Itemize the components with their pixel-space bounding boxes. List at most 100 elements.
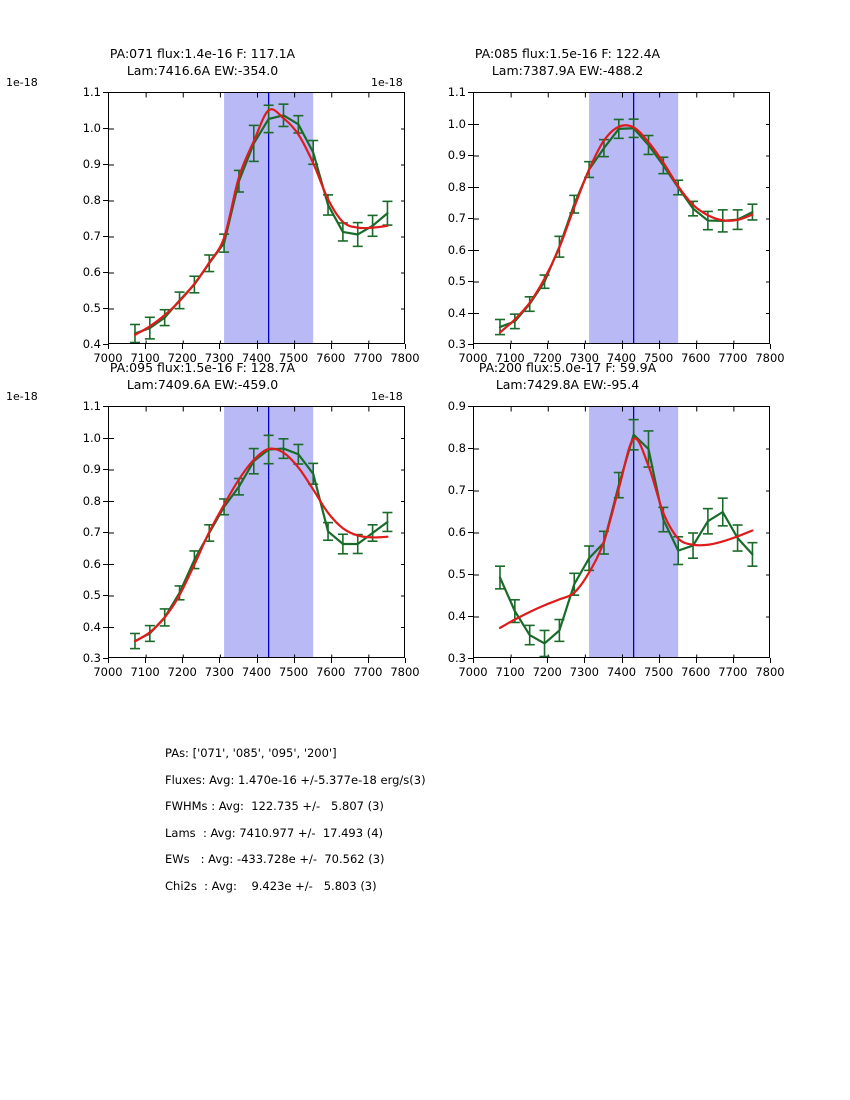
panel-pa-085-ytick-3 [468, 249, 473, 251]
panel-pa-200-title-line2: Lam:7429.8A EW:-95.4 [495, 376, 640, 392]
panel-pa-085-xtick-label-7: 7700 [718, 351, 748, 365]
panel-pa-095-xtick-1 [145, 658, 147, 663]
panel-pa-085-ytick-8 [468, 92, 473, 93]
panel-pa-095-ytick-4 [103, 532, 108, 533]
panel-pa-095-ytick-label-4: 0.7 [82, 525, 101, 539]
panel-pa-200-xtick-label-3: 7300 [569, 665, 600, 679]
panel-pa-085-xtick-label-8: 7800 [755, 351, 785, 365]
panel-pa-200-xtick-label-7: 7700 [718, 665, 748, 679]
panel-pa-095-ytick-label-8: 1.1 [82, 399, 101, 413]
panel-pa-071-title: PA:071 flux:1.4e-16 F: 117.1A Lam:7416.6A… [0, 46, 405, 79]
panel-pa-200-ytick-label-1: 0.4 [447, 609, 466, 623]
panel-pa-085-inner-ticks [474, 93, 769, 343]
panel-pa-095: PA:095 flux:1.5e-16 F: 128.7A Lam:7409.6A… [0, 360, 420, 712]
panel-pa-071-title-line2: Lam:7416.6A EW:-354.0 [126, 62, 279, 78]
panel-pa-200-xtick-label-4: 7400 [606, 665, 637, 679]
panel-pa-085-ytick-4 [468, 218, 473, 219]
panel-pa-071-ytick-label-4: 0.8 [82, 193, 101, 207]
panel-pa-071-xtick-5 [293, 344, 295, 349]
panel-pa-071: PA:071 flux:1.4e-16 F: 117.1A Lam:7416.6A… [0, 46, 420, 398]
panel-pa-085-ytick-label-6: 0.9 [447, 148, 466, 162]
panel-pa-085-ytick-label-0: 0.3 [447, 337, 466, 351]
panel-pa-095-ytick-label-1: 0.4 [82, 619, 101, 634]
panel-pa-200-ytick-label-4: 0.7 [447, 483, 466, 497]
panel-pa-071-xtick-0 [108, 344, 109, 349]
panel-pa-200-xtick-5 [658, 658, 660, 663]
panel-pa-071-ytick-5 [103, 164, 108, 165]
panel-pa-085-title-line1: PA:085 flux:1.5e-16 F: 122.4A [474, 46, 661, 61]
panel-pa-071-xtick-3 [219, 344, 221, 349]
panel-pa-071-xtick-label-4: 7400 [241, 351, 272, 365]
panel-pa-071-xtick-1 [145, 344, 147, 349]
panel-pa-200-plot-area [473, 406, 770, 658]
panel-pa-085-series-layer [474, 93, 769, 343]
summary-line-4: EWs : Avg: -433.728e +/- 70.562 (3) [165, 852, 385, 866]
panel-pa-071-y-exponent: 1e-18 [6, 76, 38, 89]
panel-pa-071-xtick-label-7: 7700 [353, 351, 383, 365]
panel-pa-200-xtick-6 [695, 658, 697, 663]
panel-pa-095-ytick-label-3: 0.6 [82, 556, 101, 571]
panel-pa-071-inner-ticks [109, 93, 404, 343]
panel-pa-071-xtick-label-1: 7100 [130, 351, 160, 365]
panel-pa-071-ytick-3 [103, 236, 108, 237]
panel-pa-071-xtick-6 [330, 344, 332, 349]
panel-pa-200-ytick-label-5: 0.8 [447, 441, 466, 455]
summary-line-5: Chi2s : Avg: 9.423e +/- 5.803 (3) [165, 878, 377, 893]
panel-pa-085-data-curve [498, 127, 754, 329]
panel-pa-085: PA:085 flux:1.5e-16 F: 122.4A Lam:7387.9A… [365, 46, 785, 398]
panel-pa-085-xtick-label-5: 7500 [643, 351, 674, 365]
panel-pa-095-xtick-3 [219, 658, 221, 663]
panel-pa-200-xtick-label-5: 7500 [643, 665, 674, 679]
panel-pa-085-xtick-3 [584, 344, 586, 349]
panel-pa-095-ytick-label-6: 0.9 [82, 462, 101, 476]
panel-pa-071-fit-curve [133, 108, 389, 337]
panel-pa-071-ytick-label-0: 0.4 [82, 337, 101, 351]
panel-pa-200-title: PA:200 flux:5.0e-17 F: 59.9A Lam:7429.8A … [365, 360, 770, 393]
panel-pa-085-ytick-label-7: 1.0 [447, 116, 466, 131]
panel-pa-085-title: PA:085 flux:1.5e-16 F: 122.4A Lam:7387.9A… [365, 46, 770, 79]
panel-pa-095-xtick-label-1: 7100 [130, 665, 160, 679]
panel-pa-071-ytick-1 [103, 308, 108, 309]
panel-pa-095-y-exponent: 1e-18 [6, 390, 38, 403]
panel-pa-071-xtick-label-8: 7800 [390, 351, 420, 365]
panel-pa-071-xtick-4 [256, 344, 258, 349]
panel-pa-200-ytick-label-6: 0.9 [447, 399, 466, 413]
panel-pa-071-plot-area [108, 92, 405, 344]
summary-line-3: Lams : Avg: 7410.977 +/- 17.493 (4) [165, 825, 384, 840]
panel-pa-085-y-exponent: 1e-18 [371, 76, 403, 89]
panel-pa-200-ytick-2 [468, 574, 473, 575]
panel-pa-200-xtick-label-1: 7100 [495, 665, 525, 679]
panel-pa-200-ytick-label-3: 0.6 [447, 525, 466, 539]
panel-pa-095-ytick-5 [103, 500, 108, 502]
panel-pa-095-xtick-4 [256, 658, 258, 663]
panel-pa-095-ytick-8 [103, 406, 108, 407]
panel-pa-200-inner-ticks [474, 407, 769, 657]
panel-pa-200-xtick-3 [584, 658, 586, 663]
panel-pa-095-xtick-label-8: 7800 [390, 665, 420, 679]
panel-pa-085-ytick-6 [468, 155, 473, 156]
panel-pa-095-title-line2: Lam:7409.6A EW:-459.0 [126, 376, 279, 392]
panel-pa-095-title-line1: PA:095 flux:1.5e-16 F: 128.7A [109, 360, 296, 375]
summary-line-1: Fluxes: Avg: 1.470e-16 +/-5.377e-18 erg/… [165, 772, 426, 787]
panel-pa-095-xtick-label-7: 7700 [353, 665, 383, 679]
panel-pa-200-ytick-5 [468, 448, 473, 449]
panel-pa-085-xtick-7 [732, 344, 734, 349]
panel-pa-200-ytick-3 [468, 532, 473, 533]
panel-pa-095-xtick-8 [405, 658, 406, 663]
panel-pa-085-ytick-5 [468, 186, 473, 188]
panel-pa-200-y-exponent: 1e-18 [371, 390, 403, 403]
panel-pa-095-series-layer [109, 407, 404, 657]
panel-pa-071-ytick-4 [103, 200, 108, 201]
panel-pa-071-ytick-label-6: 1.0 [82, 121, 101, 135]
panel-pa-095-ytick-6 [103, 469, 108, 470]
panel-pa-071-xtick-label-2: 7200 [167, 351, 197, 365]
panel-pa-200-xtick-0 [473, 658, 474, 663]
panel-pa-200-title-line1: PA:200 flux:5.0e-17 F: 59.9A [478, 360, 657, 375]
panel-pa-071-ytick-2 [103, 272, 108, 273]
panel-pa-095-ytick-0 [103, 658, 108, 659]
panel-pa-095-ytick-3 [103, 563, 108, 565]
panel-pa-095-xtick-7 [367, 658, 369, 663]
panel-pa-085-xtick-label-1: 7100 [495, 351, 525, 365]
panel-pa-071-xtick-label-6: 7600 [316, 351, 346, 365]
panel-pa-095-ytick-label-5: 0.8 [82, 493, 101, 508]
